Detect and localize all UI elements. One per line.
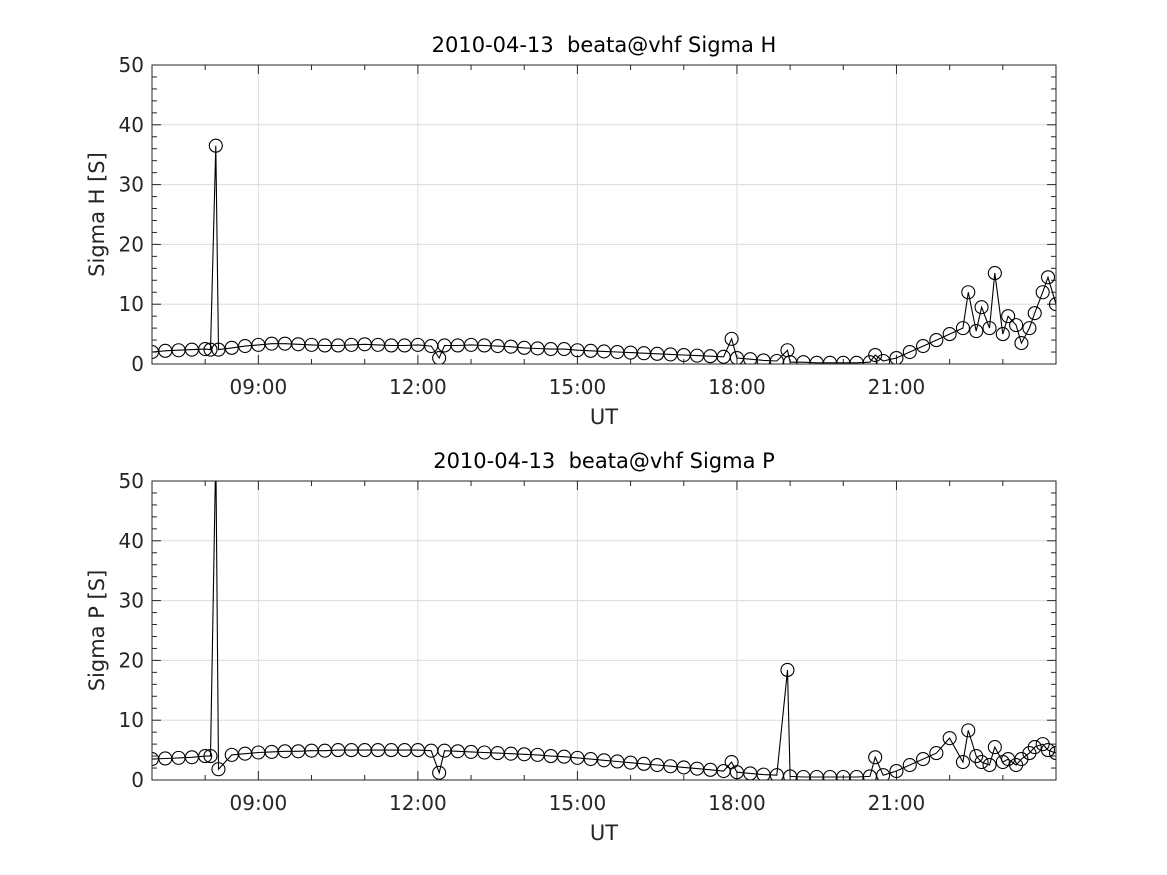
data-point: [902, 757, 917, 773]
y-tick-label: 50: [119, 469, 144, 493]
x-tick-label: 21:00: [868, 791, 926, 815]
plot-area: [151, 64, 1057, 365]
y-tick-label: 0: [131, 768, 144, 792]
x-tick-label: 15:00: [549, 375, 607, 399]
data-point: [1014, 336, 1029, 351]
axes-frame: [151, 480, 1057, 781]
data-point: [961, 723, 976, 738]
sigma-h-chart: 09:00 12:00 15:00 18:00 21:00 0 10 20 30 40 50 2010…: [85, 33, 1057, 429]
data-point: [987, 740, 1002, 755]
data-point: [1035, 285, 1050, 300]
y-tick-label: 50: [119, 53, 144, 77]
data-point: [198, 749, 213, 764]
series-group: [152, 445, 1056, 780]
data-point: [1009, 318, 1024, 333]
x-tick-label: 21:00: [868, 375, 926, 399]
data-point: [942, 731, 957, 746]
data-point: [432, 350, 447, 364]
data-point: [955, 755, 970, 770]
data-point: [1040, 743, 1056, 758]
x-axis-label: UT: [590, 821, 618, 845]
data-point: [974, 755, 989, 770]
data-point: [208, 138, 223, 153]
data-point: [1048, 746, 1056, 761]
data-point: [982, 757, 997, 773]
data-point: [1001, 309, 1016, 324]
data-point: [876, 768, 891, 780]
y-axis-label: Sigma P [S]: [85, 570, 109, 692]
data-point: [1027, 306, 1042, 321]
data-point: [902, 344, 917, 360]
y-tick-label: 10: [119, 708, 144, 732]
y-tick-label: 20: [119, 232, 144, 256]
y-axis-label: Sigma H [S]: [85, 152, 109, 277]
data-point: [1048, 297, 1056, 312]
data-point: [961, 285, 976, 300]
data-point: [724, 331, 739, 346]
data-point: [982, 321, 997, 336]
x-tick-label: 09:00: [230, 375, 288, 399]
data-point: [916, 752, 931, 767]
data-point: [942, 327, 957, 342]
chart-title: 2010-04-13 beata@vhf Sigma P: [433, 449, 775, 473]
data-point: [1027, 740, 1042, 755]
data-point: [929, 333, 944, 348]
x-tick-label: 12:00: [389, 791, 447, 815]
data-point: [995, 327, 1010, 342]
y-tick-label: 40: [119, 113, 144, 137]
x-tick-label: 12:00: [389, 375, 447, 399]
y-tick-label: 0: [131, 352, 144, 376]
data-point: [916, 339, 931, 354]
chart-title: 2010-04-13 beata@vhf Sigma H: [432, 33, 777, 57]
data-point: [203, 749, 218, 764]
sigma-p-chart: 09:00 12:00 15:00 18:00 21:00 0 10 20 30 40 50 2010…: [85, 445, 1057, 845]
x-tick-label: 18:00: [708, 791, 766, 815]
x-tick-label: 15:00: [549, 791, 607, 815]
data-point: [929, 746, 944, 761]
series-group: [152, 138, 1056, 364]
data-point: [889, 763, 904, 779]
data-point: [209, 445, 222, 458]
data-point: [889, 350, 904, 364]
y-tick-label: 40: [119, 529, 144, 553]
axes-frame: [151, 64, 1057, 365]
y-tick-label: 20: [119, 648, 144, 672]
y-tick-label: 30: [119, 589, 144, 613]
data-point: [1040, 270, 1056, 285]
data-point: [203, 342, 218, 357]
data-point: [780, 662, 795, 678]
data-point: [1022, 321, 1037, 336]
data-point: [987, 266, 1002, 281]
y-tick-label: 30: [119, 173, 144, 197]
data-point: [955, 321, 970, 336]
x-tick-label: 18:00: [708, 375, 766, 399]
data-point: [432, 765, 447, 780]
plot-area: [151, 480, 1057, 781]
x-axis-label: UT: [590, 405, 618, 429]
data-point: [974, 300, 989, 315]
data-point: [868, 750, 883, 765]
data-point: [969, 324, 984, 339]
data-point: [876, 353, 891, 364]
x-tick-label: 09:00: [230, 791, 288, 815]
y-tick-label: 10: [119, 292, 144, 316]
data-point: [211, 762, 226, 777]
